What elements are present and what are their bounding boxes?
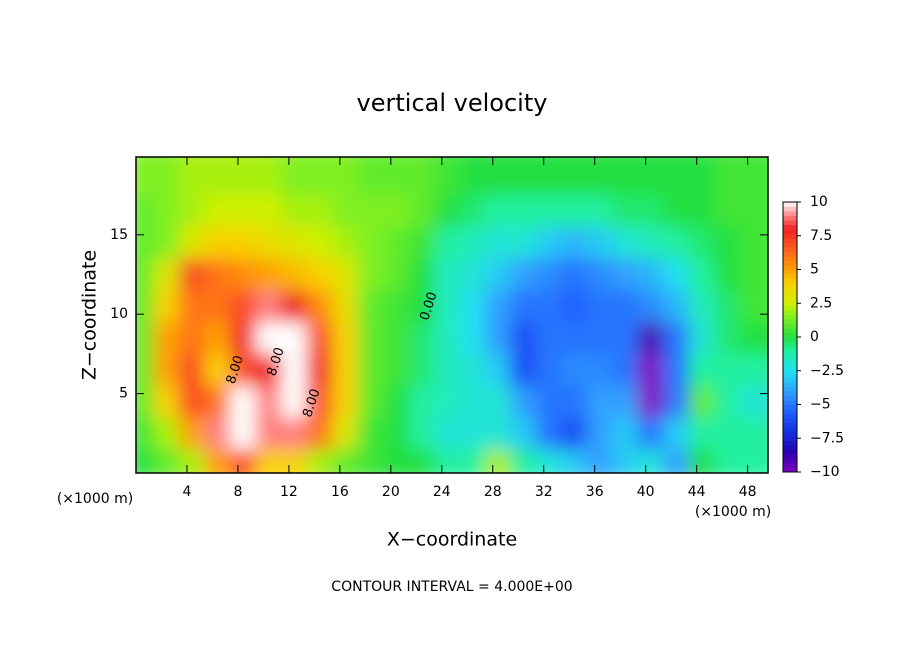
x-axis-label: X−coordinate bbox=[387, 529, 517, 551]
colorbar-band bbox=[783, 256, 797, 261]
colorbar-tick-label: −2.5 bbox=[810, 363, 844, 379]
colorbar-band bbox=[783, 269, 797, 275]
colorbar-band bbox=[783, 233, 797, 239]
field-cell bbox=[739, 157, 768, 196]
colorbar-band bbox=[783, 220, 797, 225]
colorbar-band bbox=[783, 391, 797, 396]
y-tick-label: 15 bbox=[110, 227, 128, 243]
colorbar-band bbox=[783, 350, 797, 356]
colorbar-band bbox=[783, 296, 797, 302]
x-tick-label: 12 bbox=[280, 484, 298, 500]
colorbar-band bbox=[783, 229, 797, 234]
colorbar-band bbox=[783, 238, 797, 243]
x-unit: (×1000 m) bbox=[57, 491, 133, 507]
colorbar-band bbox=[783, 409, 797, 414]
x-tick-label: 48 bbox=[739, 484, 757, 500]
plot-frame bbox=[135, 156, 769, 474]
colorbar-band bbox=[783, 292, 797, 297]
colorbar-band bbox=[783, 319, 797, 324]
colorbar-tick-label: 2.5 bbox=[810, 295, 832, 311]
colorbar-band bbox=[783, 251, 797, 257]
colorbar-band bbox=[783, 454, 797, 459]
colorbar-band bbox=[783, 413, 797, 419]
colorbar-band bbox=[783, 215, 797, 221]
colorbar-band bbox=[783, 440, 797, 446]
colorbar-band bbox=[783, 301, 797, 306]
colorbar-band bbox=[783, 206, 797, 212]
colorbar-band bbox=[783, 287, 797, 293]
x-unit: (×1000 m) bbox=[695, 504, 771, 520]
colorbar-band bbox=[783, 328, 797, 333]
colorbar-band bbox=[783, 305, 797, 311]
colorbar-band bbox=[783, 224, 797, 230]
colorbar-band bbox=[783, 278, 797, 284]
x-tick-label: 8 bbox=[233, 484, 242, 500]
colorbar-band bbox=[783, 422, 797, 428]
footer-note: CONTOUR INTERVAL = 4.000E+00 bbox=[331, 579, 572, 595]
colorbar-tick-label: −7.5 bbox=[810, 430, 844, 446]
colorbar-band bbox=[783, 323, 797, 329]
colorbar-tick-label: 5 bbox=[810, 262, 819, 278]
x-tick-label: 28 bbox=[484, 484, 502, 500]
colorbar-band bbox=[783, 382, 797, 387]
x-tick-label: 32 bbox=[535, 484, 553, 500]
colorbar-band bbox=[783, 404, 797, 410]
colorbar-band bbox=[783, 377, 797, 383]
colorbar-band bbox=[783, 310, 797, 315]
colorbar-tick-label: 10 bbox=[810, 194, 828, 210]
x-tick-label: 44 bbox=[688, 484, 706, 500]
colorbar-band bbox=[783, 431, 797, 437]
colorbar-band bbox=[783, 211, 797, 216]
colorbar-band bbox=[783, 449, 797, 455]
colorbar-band bbox=[783, 247, 797, 252]
x-tick-label: 4 bbox=[183, 484, 192, 500]
y-tick-label: 5 bbox=[119, 386, 128, 402]
colorbar-band bbox=[783, 467, 797, 473]
colorbar-tick-label: −10 bbox=[810, 464, 840, 480]
colorbar-band bbox=[783, 418, 797, 423]
y-axis-label: Z−coordinate bbox=[79, 250, 101, 380]
colorbar-band bbox=[783, 395, 797, 401]
x-tick-label: 24 bbox=[433, 484, 451, 500]
colorbar-band bbox=[783, 274, 797, 279]
colorbar-tick-label: 7.5 bbox=[810, 228, 832, 244]
colorbar-band bbox=[783, 332, 797, 338]
colorbar-band bbox=[783, 364, 797, 369]
colorbar-band bbox=[783, 400, 797, 405]
colorbar-band bbox=[783, 373, 797, 378]
chart-title: vertical velocity bbox=[357, 89, 548, 117]
colorbar-band bbox=[783, 445, 797, 450]
colorbar-band bbox=[783, 283, 797, 288]
x-tick-label: 40 bbox=[637, 484, 655, 500]
colorbar-band bbox=[783, 341, 797, 347]
colorbar-band bbox=[783, 202, 797, 207]
colorbar-band bbox=[783, 458, 797, 464]
colorbar-band bbox=[783, 463, 797, 468]
colorbar-band bbox=[783, 337, 797, 342]
colorbar-band bbox=[783, 260, 797, 266]
x-tick-label: 36 bbox=[586, 484, 604, 500]
x-tick-label: 16 bbox=[331, 484, 349, 500]
colorbar-band bbox=[783, 242, 797, 248]
x-tick-label: 20 bbox=[382, 484, 400, 500]
cells bbox=[136, 157, 768, 473]
field bbox=[136, 157, 768, 473]
colorbar-band bbox=[783, 427, 797, 432]
colorbar-tick-label: 0 bbox=[810, 329, 819, 345]
colorbar-band bbox=[783, 355, 797, 360]
colorbar-band bbox=[783, 314, 797, 320]
colorbar-band bbox=[783, 346, 797, 351]
colorbar-band bbox=[783, 386, 797, 392]
colorbar-band bbox=[783, 368, 797, 374]
colorbar-tick-label: −5 bbox=[810, 397, 831, 413]
colorbar-band bbox=[783, 265, 797, 270]
colorbar-band bbox=[783, 359, 797, 365]
y-tick-label: 10 bbox=[110, 306, 128, 322]
colorbar-band bbox=[783, 436, 797, 441]
